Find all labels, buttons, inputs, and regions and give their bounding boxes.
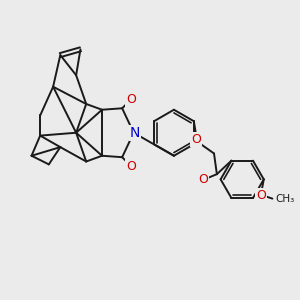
Text: O: O bbox=[126, 160, 136, 173]
Text: O: O bbox=[191, 133, 201, 146]
Text: O: O bbox=[126, 93, 136, 106]
Text: O: O bbox=[198, 173, 208, 186]
Text: O: O bbox=[256, 189, 266, 202]
Text: N: N bbox=[130, 126, 140, 140]
Text: CH₃: CH₃ bbox=[276, 194, 295, 204]
